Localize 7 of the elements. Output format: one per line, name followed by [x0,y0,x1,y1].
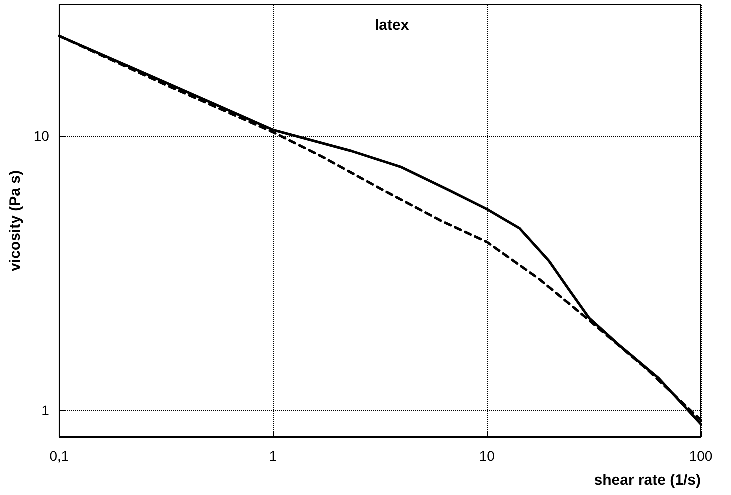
x-tick-label: 10 [479,448,496,464]
y-axis-title: vicosity (Pa s) [7,170,24,272]
x-tick-label: 100 [689,448,713,464]
x-tick-label: 0,1 [50,448,70,464]
x-tick-label: 1 [269,448,278,464]
annotation: latex [375,17,410,34]
x-axis-title: shear rate (1/s) [594,472,701,489]
